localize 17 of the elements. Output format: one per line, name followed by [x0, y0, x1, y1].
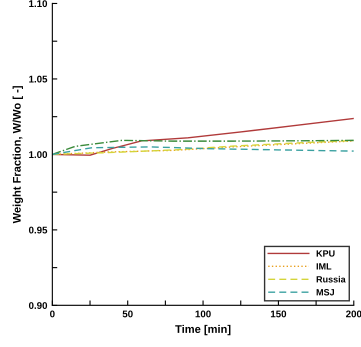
- y-axis-title: Weight Fraction, W/Wo [ -]: [12, 86, 24, 224]
- y-tick-label: 0.95: [28, 226, 48, 234]
- legend-label: KPU: [316, 250, 335, 257]
- x-tick-label: 150: [270, 310, 286, 318]
- y-tick-label: 0.90: [28, 302, 48, 309]
- y-tick-label: 1.10: [29, 0, 48, 8]
- legend-label: MSJ: [316, 289, 334, 296]
- x-tick-label: 0: [50, 310, 55, 318]
- y-tick-label: 1.05: [29, 76, 48, 83]
- legend-label: Russia: [316, 276, 346, 283]
- x-tick-label: 100: [196, 310, 211, 318]
- x-tick-label: 50: [122, 310, 133, 318]
- y-tick-label: 1.00: [29, 151, 48, 158]
- x-tick-label: 200: [346, 310, 361, 318]
- line-series: [52, 146, 354, 156]
- legend-label: IML: [316, 263, 332, 270]
- x-axis-title: Time [min]: [175, 324, 230, 336]
